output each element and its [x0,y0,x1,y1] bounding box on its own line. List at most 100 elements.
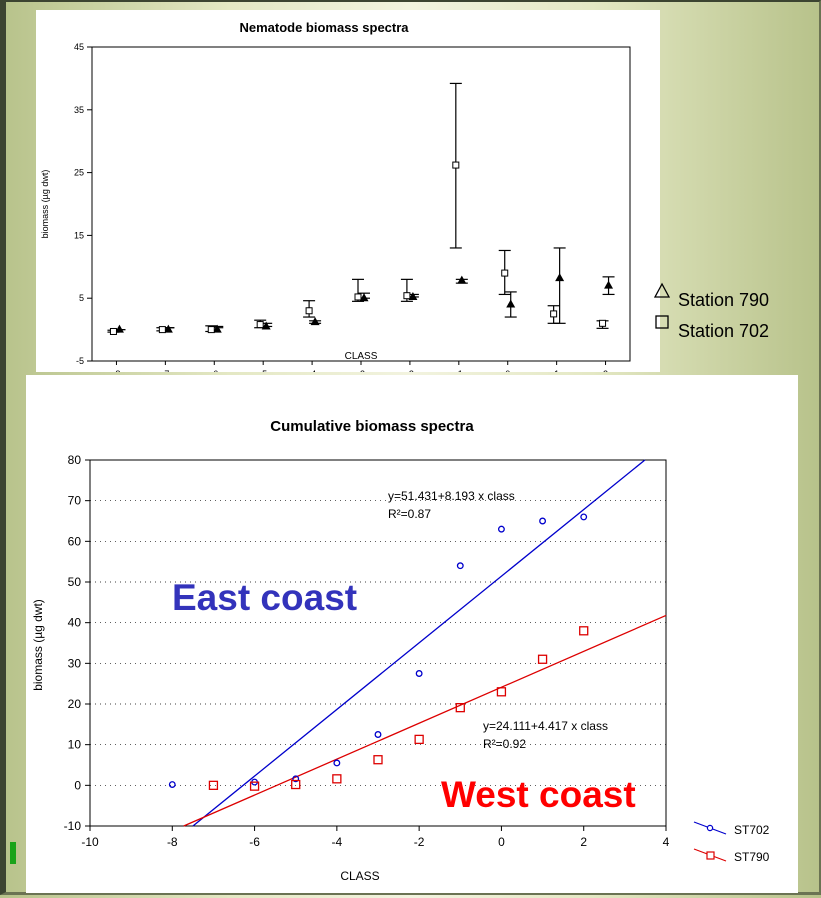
square-marker [207,326,215,334]
st790-point [291,779,301,790]
st790-point [414,734,424,745]
y-tick-label: 10 [68,738,82,752]
triangle-marker [408,291,418,300]
st790-point [373,755,383,765]
chart-title: Cumulative biomass spectra [270,418,474,435]
y-tick-label: 5 [79,293,84,303]
square-marker [550,310,558,318]
plot-area [89,459,667,827]
triangle-marker [506,299,516,308]
y-tick-label: 20 [68,697,82,711]
x-tick-label: -7 [161,369,169,372]
x-tick-label: 2 [580,835,587,849]
nematode-chart-panel: Nematode biomass spectra biomass (µg dwt… [36,10,660,379]
fit-r2-st790: R²=0.92 [483,737,526,751]
square-legend-icon [655,315,669,329]
legend-station-702: Station 702 [678,321,770,341]
cumulative-chart: Cumulative biomass spectra -100102030405… [31,418,770,883]
fit-line-st702 [192,459,646,827]
x-tick-label: -1 [455,369,463,372]
st702-point [580,513,588,521]
legend-label-st790: ST790 [734,850,770,864]
chart-title: Nematode biomass spectra [239,20,409,35]
st790-point [249,781,260,791]
x-tick-label: -10 [81,835,99,849]
x-tick-label: 2 [603,369,608,372]
y-tick-label: 0 [74,778,81,792]
st702-point [415,670,423,677]
y-tick-label: 40 [68,616,82,630]
st790-point [496,687,507,697]
fit-equation-st702: y=51.431+8.193 x class [388,489,515,503]
west-coast-annotation: West coast [441,774,636,815]
x-tick-label: -6 [210,369,218,372]
triangle-marker [555,273,565,282]
st702-point [333,759,341,767]
y-tick-label: 25 [74,168,84,178]
x-tick-label: -3 [357,369,365,372]
y-tick-label: 50 [68,575,82,589]
legend-marker-st702 [706,824,714,832]
square-marker [452,161,460,169]
legend-label-st702: ST702 [734,823,770,837]
y-tick-label: -5 [76,356,84,366]
x-tick-label: 0 [498,835,505,849]
square-marker [354,293,362,301]
square-marker [109,327,117,335]
x-tick-label: 0 [505,369,510,372]
st702-point [374,731,382,738]
x-axis-label: CLASS [345,351,378,362]
st790-point [579,626,589,636]
square-marker [501,269,509,277]
square-marker [599,319,607,327]
x-tick-label: -6 [249,835,260,849]
y-tick-label: 45 [74,42,84,52]
x-tick-label: 1 [554,369,559,372]
x-tick-label: -4 [332,835,343,849]
st702-point [292,775,300,783]
triangle-marker [212,324,222,333]
fit-equation-st790: y=24.111+4.417 x class [483,719,608,733]
st790-point [208,780,219,790]
y-axis-label: biomass (µg dwt) [31,599,45,691]
x-tick-label: -8 [167,835,178,849]
y-tick-label: -10 [64,819,82,833]
east-coast-annotation: East coast [172,577,357,618]
x-axis-label: CLASS [340,869,379,883]
square-marker [256,321,264,329]
triangle-legend-icon [653,282,671,298]
x-tick-label: -2 [414,835,425,849]
st790-point [455,703,465,713]
y-tick-label: 35 [74,105,84,115]
triangle-marker [310,317,320,326]
st790-point [537,654,548,664]
y-axis-label: biomass (µg dwt) [40,170,50,239]
y-tick-label: 60 [68,534,82,548]
st702-point [168,781,176,788]
y-tick-label: 80 [68,453,82,467]
x-tick-label: -2 [406,369,414,372]
y-tick-label: 30 [68,656,82,670]
st790-point [332,774,342,784]
y-tick-label: 15 [74,230,84,240]
st702-point [456,562,464,570]
triangle-marker [359,293,369,302]
x-tick-label: -5 [259,369,267,372]
station-legend-icons [653,282,671,329]
cumulative-chart-panel: Cumulative biomass spectra -10 0 10 20 30 40 5… [26,375,798,893]
x-tick-label: 4 [663,835,670,849]
square-marker [158,326,166,334]
square-marker [305,307,313,315]
triangle-marker [457,275,467,284]
legend-marker-st790 [706,851,715,860]
square-marker [403,292,411,300]
x-tick-label: -4 [308,369,316,372]
legend-station-790: Station 790 [678,290,770,310]
y-tick-label: 70 [68,494,82,508]
fit-r2-st702: R²=0.87 [388,507,431,521]
plot-area [91,46,631,362]
x-tick-label: -8 [112,369,120,372]
st702-point [497,525,505,533]
st702-point [539,517,547,525]
nematode-chart: Nematode biomass spectra biomass (µg dwt… [40,20,631,379]
